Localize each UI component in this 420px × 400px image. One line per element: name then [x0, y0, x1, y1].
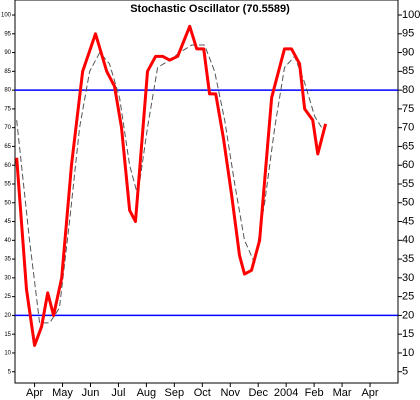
y-tick-label: 25	[402, 291, 414, 303]
y-tick-label: 10	[402, 347, 414, 359]
y-tick-label-left: 55	[4, 182, 11, 188]
y-tick-label: 90	[402, 46, 414, 58]
plot-frame	[14, 0, 399, 384]
y-tick-label-left: 50	[4, 200, 11, 206]
y-tick-label: 30	[402, 272, 414, 284]
y-tick-label: 85	[402, 65, 414, 77]
y-tick-label: 20	[402, 309, 414, 321]
y-tick-label: 55	[402, 178, 414, 190]
y-tick-label-left: 95	[4, 31, 11, 37]
x-tick-label: Feb	[305, 387, 324, 399]
y-tick-label-left: 100	[1, 13, 12, 19]
y-tick-label: 60	[402, 159, 414, 171]
y-tick-label-left: 85	[4, 69, 11, 75]
y-tick-label: 5	[402, 366, 408, 378]
x-tick-label: Aug	[137, 387, 157, 399]
x-tick-label: Jul	[111, 387, 125, 399]
x-tick-label: Apr	[361, 387, 378, 399]
x-tick-label: Jun	[82, 387, 100, 399]
y-tick-label-left: 80	[4, 88, 11, 94]
y-tick-label: 50	[402, 197, 414, 209]
y-tick-label-left: 45	[4, 219, 11, 225]
y-tick-label-left: 40	[4, 238, 11, 244]
y-tick-label: 40	[402, 234, 414, 246]
series-line	[15, 24, 328, 347]
y-tick-label: 70	[402, 122, 414, 134]
x-tick-label: Mar	[333, 387, 352, 399]
y-tick-label-left: 20	[4, 313, 11, 319]
chart-title: Stochastic Oscillator (70.5589)	[130, 3, 290, 15]
y-tick-label-left: 30	[4, 275, 11, 281]
y-tick-label: 65	[402, 140, 414, 152]
x-tick-label: May	[52, 387, 73, 399]
x-tick-label: Oct	[194, 387, 211, 399]
y-tick-label: 100	[402, 9, 420, 21]
y-tick-label-left: 75	[4, 106, 11, 112]
y-tick-label: 95	[402, 28, 414, 40]
y-tick-label-left: 90	[4, 50, 11, 56]
x-tick-label: Dec	[248, 387, 268, 399]
x-tick-label: Sep	[165, 387, 185, 399]
x-tick-label: 2004	[274, 387, 298, 399]
y-tick-label-left: 15	[4, 332, 11, 338]
y-tick-label-left: 5	[8, 369, 12, 375]
y-tick-label-left: 65	[4, 144, 11, 150]
y-tick-label: 35	[402, 253, 414, 265]
y-tick-label-left: 10	[4, 351, 11, 357]
y-tick-label: 80	[402, 84, 414, 96]
y-tick-label-left: 25	[4, 294, 11, 300]
y-tick-label: 45	[402, 215, 414, 227]
y-tick-label-left: 70	[4, 125, 11, 131]
x-tick-label: Apr	[26, 387, 43, 399]
y-tick-label: 75	[402, 103, 414, 115]
y-tick-label-left: 60	[4, 163, 11, 169]
y-tick-label: 15	[402, 328, 414, 340]
x-tick-label: Nov	[220, 387, 240, 399]
y-tick-label-left: 35	[4, 257, 11, 263]
